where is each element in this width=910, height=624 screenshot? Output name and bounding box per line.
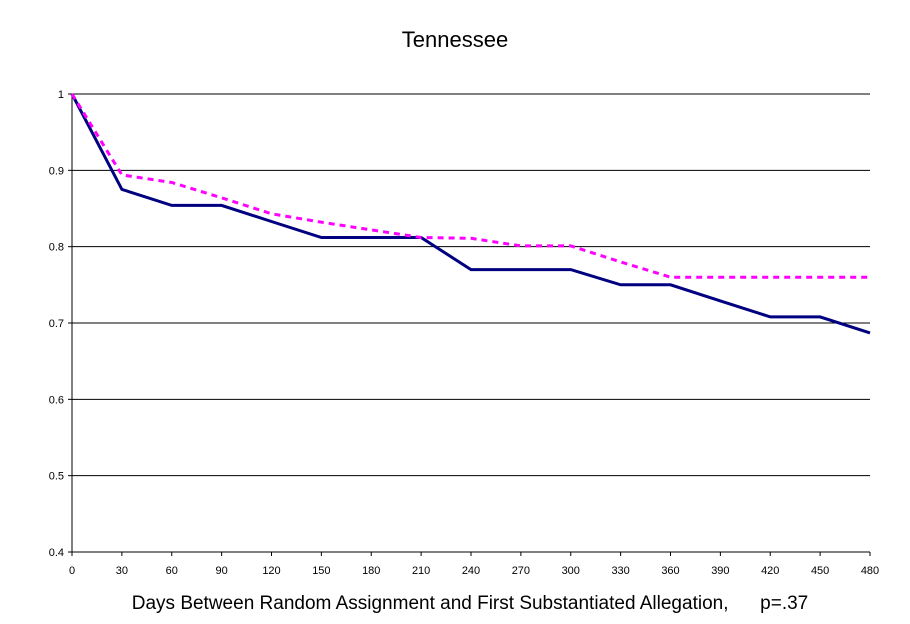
x-axis-label: Days Between Random Assignment and First… [132,593,808,614]
x-tick-label: 90 [216,565,228,577]
series-solid-line [70,93,871,335]
x-tick-label: 30 [116,565,128,577]
x-tick-labels: 0 30 60 90 120 150 180 210 240 270 300 330 360 390 420… [69,565,879,577]
x-tick-label: 120 [262,565,280,577]
x-tick-label: 150 [312,565,330,577]
x-tick-label: 180 [362,565,380,577]
x-tick-label: 60 [166,565,178,577]
series-dashed-line [70,93,870,279]
gridlines [72,93,870,477]
chart-title: Tennessee [402,27,508,52]
x-tick-label: 450 [811,565,829,577]
y-tick-label: 0.4 [49,547,64,559]
x-tick-label: 420 [761,565,779,577]
series-lines [70,93,871,335]
y-tick-label: 0.5 [49,471,64,483]
x-tick-label: 270 [512,565,530,577]
x-tick-label: 390 [711,565,729,577]
x-tick-label: 480 [861,565,879,577]
x-tick-label: 360 [661,565,679,577]
y-tick-label: 0.6 [49,394,64,406]
y-tick-label: 1 [58,89,64,101]
y-tick-label: 0.8 [49,242,64,254]
y-tick-label: 0.7 [49,318,64,330]
x-tick-label: 240 [462,565,480,577]
y-tick-label: 0.9 [49,165,64,177]
x-tick-label: 300 [562,565,580,577]
y-tick-labels: 0.4 0.5 0.6 0.7 0.8 0.9 1 [49,89,64,559]
x-tick-label: 0 [69,565,75,577]
x-tick-label: 210 [412,565,430,577]
x-tick-label: 330 [611,565,629,577]
axes [68,93,871,556]
